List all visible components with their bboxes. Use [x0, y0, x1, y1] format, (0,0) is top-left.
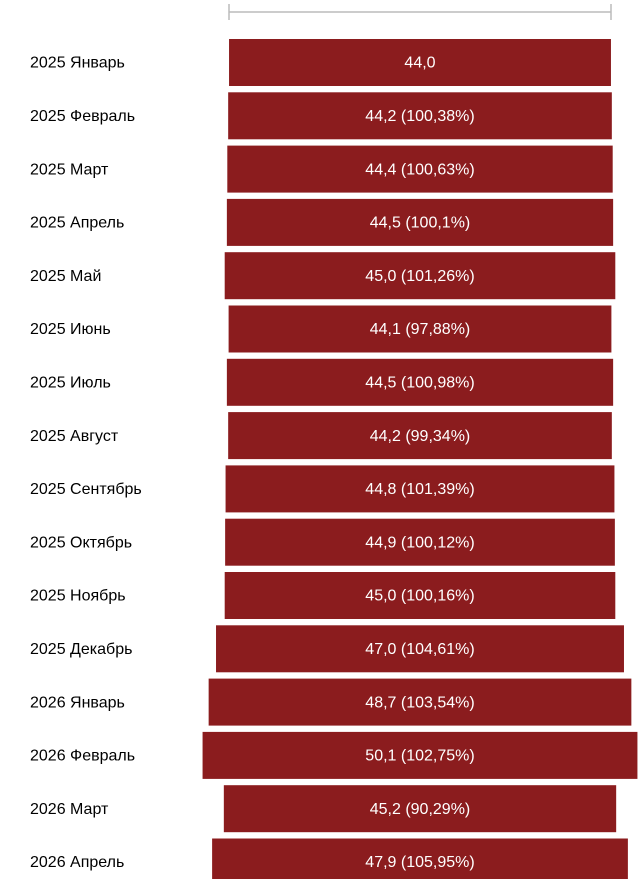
- category-label: 2025 Апрель: [30, 215, 124, 232]
- bar: [228, 92, 612, 140]
- value-label: 48,7 (103,54%): [365, 694, 474, 711]
- value-label: 44,5 (100,98%): [365, 375, 474, 392]
- category-label: 2026 Февраль: [30, 748, 135, 765]
- bar: [202, 731, 638, 779]
- category-label: 2025 Март: [30, 161, 109, 178]
- bar: [225, 465, 615, 513]
- value-label: 44,2 (99,34%): [370, 428, 471, 445]
- bar: [224, 252, 616, 300]
- value-label: 45,2 (90,29%): [370, 801, 471, 818]
- bar: [228, 412, 612, 460]
- value-label: 44,1 (97,88%): [370, 321, 471, 338]
- value-label: 45,0 (101,26%): [365, 268, 474, 285]
- bar: [228, 305, 612, 353]
- category-label: 2025 Сентябрь: [30, 481, 142, 498]
- value-label: 44,2 (100,38%): [365, 108, 474, 125]
- bar: [226, 358, 614, 406]
- bar: [216, 625, 624, 673]
- category-label: 2025 Февраль: [30, 108, 135, 125]
- category-label: 2025 Июнь: [30, 321, 111, 338]
- category-label: 2025 Август: [30, 428, 119, 445]
- value-label: 50,1 (102,75%): [365, 748, 474, 765]
- value-label: 47,9 (105,95%): [365, 854, 474, 871]
- value-label: 44,4 (100,63%): [365, 161, 474, 178]
- category-label: 2026 Январь: [30, 694, 125, 711]
- value-label: 45,0 (100,16%): [365, 588, 474, 605]
- category-label: 2026 Апрель: [30, 854, 124, 871]
- category-label: 2025 Декабрь: [30, 641, 132, 658]
- bar: [224, 572, 616, 619]
- category-label: 2025 Ноябрь: [30, 588, 126, 605]
- category-label: 2026 Март: [30, 801, 109, 818]
- bar: [227, 145, 613, 193]
- category-label: 2025 Январь: [30, 55, 125, 72]
- value-label: 44,8 (101,39%): [365, 481, 474, 498]
- category-label: 2025 Май: [30, 268, 101, 285]
- top-bracket: [228, 4, 612, 20]
- bar: [208, 678, 632, 726]
- bar: [226, 198, 614, 246]
- bar: [212, 838, 628, 884]
- value-label: 44,5 (100,1%): [370, 215, 471, 232]
- bar: [225, 518, 615, 566]
- value-label: 47,0 (104,61%): [365, 641, 474, 658]
- value-label: 44,0: [404, 55, 435, 72]
- bar: [229, 39, 611, 86]
- category-label: 2025 Июль: [30, 375, 111, 392]
- bar: [223, 785, 617, 833]
- value-label: 44,9 (100,12%): [365, 534, 474, 551]
- category-label: 2025 Октябрь: [30, 534, 132, 551]
